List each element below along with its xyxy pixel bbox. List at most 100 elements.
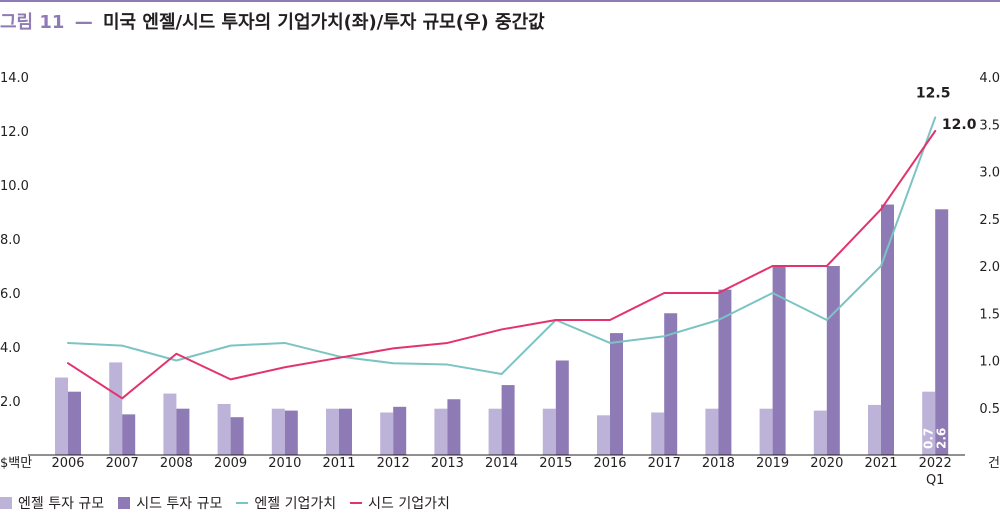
bar-angel-amount xyxy=(55,377,68,455)
annotations: 12.5 12.0 0.7 2.6 xyxy=(916,86,977,450)
left-axis-unit-label: $백만 xyxy=(0,456,32,471)
legend-label-seed-valuation: 시드 기업가치 xyxy=(368,496,450,512)
right-tick-label: 0.5 xyxy=(979,402,1000,417)
left-tick-label: 4.0 xyxy=(0,341,21,356)
bar-seed-amount xyxy=(826,266,840,455)
bar-angel-amount xyxy=(271,408,285,455)
bar-seed-amount xyxy=(230,417,244,455)
right-tick-label: 1.0 xyxy=(979,355,1000,370)
title-text: 미국 엔젤/시드 투자의 기업가치(좌)/투자 규모(우) 중간값 xyxy=(103,12,545,33)
annotation-seed-amount: 2.6 xyxy=(935,428,949,449)
line-series xyxy=(67,116,937,400)
bar-angel-amount xyxy=(109,362,123,455)
bar-angel-amount xyxy=(922,391,936,455)
bar-seed-amount xyxy=(555,360,569,455)
right-tick-label: 2.0 xyxy=(979,260,1000,275)
combo-chart: 14.0 12.0 10.0 8.0 6.0 4.0 2.0 4.0 3.5 3.0 2.5 2.0… xyxy=(0,71,1000,488)
x-tick-label: 2006 xyxy=(51,456,84,471)
top-accent-line xyxy=(0,0,1000,2)
bar-angel-amount xyxy=(217,403,231,455)
x-tick-label: 2021 xyxy=(864,456,897,471)
x-tick-label: 2022 xyxy=(919,456,952,471)
bar-angel-amount xyxy=(380,412,394,455)
bar-angel-amount xyxy=(597,415,610,455)
right-axis: 4.0 3.5 3.0 2.5 2.0 1.5 1.0 0.5 xyxy=(979,71,1000,417)
x-tick-label: 2016 xyxy=(593,456,626,471)
bar-seed-amount xyxy=(935,209,949,455)
bar-seed-amount xyxy=(176,408,190,455)
bar-angel-amount xyxy=(759,408,773,455)
bar-series xyxy=(55,204,949,455)
x-tick-label: 2017 xyxy=(648,456,681,471)
bar-angel-amount xyxy=(542,408,556,455)
bar-angel-amount xyxy=(868,404,881,455)
x-tick-label: 2018 xyxy=(702,456,735,471)
left-tick-label: 6.0 xyxy=(0,287,21,302)
x-tick-label: 2007 xyxy=(106,456,139,471)
bar-seed-amount xyxy=(881,204,894,455)
left-tick-label: 10.0 xyxy=(0,179,29,194)
bar-angel-amount xyxy=(813,410,827,455)
legend: 엔젤 투자 규모 시드 투자 규모 엔젤 기업가치 시드 기업가치 xyxy=(0,492,464,514)
bar-seed-amount xyxy=(393,406,407,455)
x-tick-label: 2014 xyxy=(485,456,518,471)
x-tick-label: 2020 xyxy=(810,456,843,471)
legend-label-angel-amount: 엔젤 투자 규모 xyxy=(18,496,105,512)
right-tick-label: 4.0 xyxy=(979,71,1000,86)
legend-swatch-angel-amount xyxy=(0,497,12,509)
right-tick-label: 3.0 xyxy=(979,166,1000,181)
bar-seed-amount xyxy=(718,289,732,455)
x-tick-label: 2019 xyxy=(756,456,789,471)
legend-swatch-angel-valuation xyxy=(236,502,249,504)
bar-seed-amount xyxy=(664,313,678,455)
left-tick-label: 2.0 xyxy=(0,395,21,410)
x-tick-label: 2009 xyxy=(214,456,247,471)
bar-angel-amount xyxy=(705,408,719,455)
left-tick-label: 14.0 xyxy=(0,71,29,86)
legend-label-seed-amount: 시드 투자 규모 xyxy=(136,496,223,512)
annotation-angel-amount: 0.7 xyxy=(922,428,936,449)
legend-item-angel-amount: 엔젤 투자 규모 xyxy=(0,493,104,513)
left-tick-label: 12.0 xyxy=(0,125,29,140)
bar-seed-amount xyxy=(501,385,515,455)
x-axis: $백만 건 2006 2007 2008 2009 2010 2011 2012 2013 2014… xyxy=(0,454,1000,488)
line-seed-valuation xyxy=(67,130,937,400)
left-axis: 14.0 12.0 10.0 8.0 6.0 4.0 2.0 xyxy=(0,71,29,410)
right-tick-label: 2.5 xyxy=(979,213,1000,228)
bar-seed-amount xyxy=(68,391,81,455)
right-axis-unit-label: 건 xyxy=(988,456,1000,471)
bar-angel-amount xyxy=(651,412,665,455)
figure-number: 그림 11 xyxy=(0,12,65,33)
bar-seed-amount xyxy=(339,408,352,455)
bar-angel-amount xyxy=(326,408,339,455)
legend-item-seed-amount: 시드 투자 규모 xyxy=(118,493,222,513)
x-tick-label: 2011 xyxy=(322,456,355,471)
x-tick-label: 2010 xyxy=(268,456,301,471)
bar-seed-amount xyxy=(122,414,136,455)
bar-seed-amount xyxy=(772,266,786,455)
legend-label-angel-valuation: 엔젤 기업가치 xyxy=(254,496,337,512)
bar-seed-amount xyxy=(284,410,298,455)
annotation-seed-valuation: 12.0 xyxy=(942,117,977,133)
bar-seed-amount xyxy=(447,399,461,455)
x-tick-sublabel: Q1 xyxy=(926,473,945,488)
line-angel-valuation xyxy=(67,116,937,375)
legend-item-angel-valuation: 엔젤 기업가치 xyxy=(236,493,336,513)
legend-swatch-seed-valuation xyxy=(350,502,363,504)
x-tick-label: 2012 xyxy=(377,456,410,471)
bar-angel-amount xyxy=(163,393,177,455)
bar-seed-amount xyxy=(610,333,623,455)
bar-angel-amount xyxy=(434,408,448,455)
annotation-angel-valuation: 12.5 xyxy=(916,86,951,102)
legend-item-seed-valuation: 시드 기업가치 xyxy=(350,493,450,513)
x-tick-label: 2013 xyxy=(431,456,464,471)
figure-title: 그림 11 — 미국 엔젤/시드 투자의 기업가치(좌)/투자 규모(우) 중간… xyxy=(0,8,545,34)
x-tick-label: 2008 xyxy=(160,456,193,471)
left-tick-label: 8.0 xyxy=(0,233,21,248)
right-tick-label: 1.5 xyxy=(979,307,1000,322)
title-dash: — xyxy=(74,12,93,33)
legend-swatch-seed-amount xyxy=(118,497,131,509)
right-tick-label: 3.5 xyxy=(979,118,1000,133)
x-tick-label: 2015 xyxy=(539,456,572,471)
bar-angel-amount xyxy=(488,408,502,455)
